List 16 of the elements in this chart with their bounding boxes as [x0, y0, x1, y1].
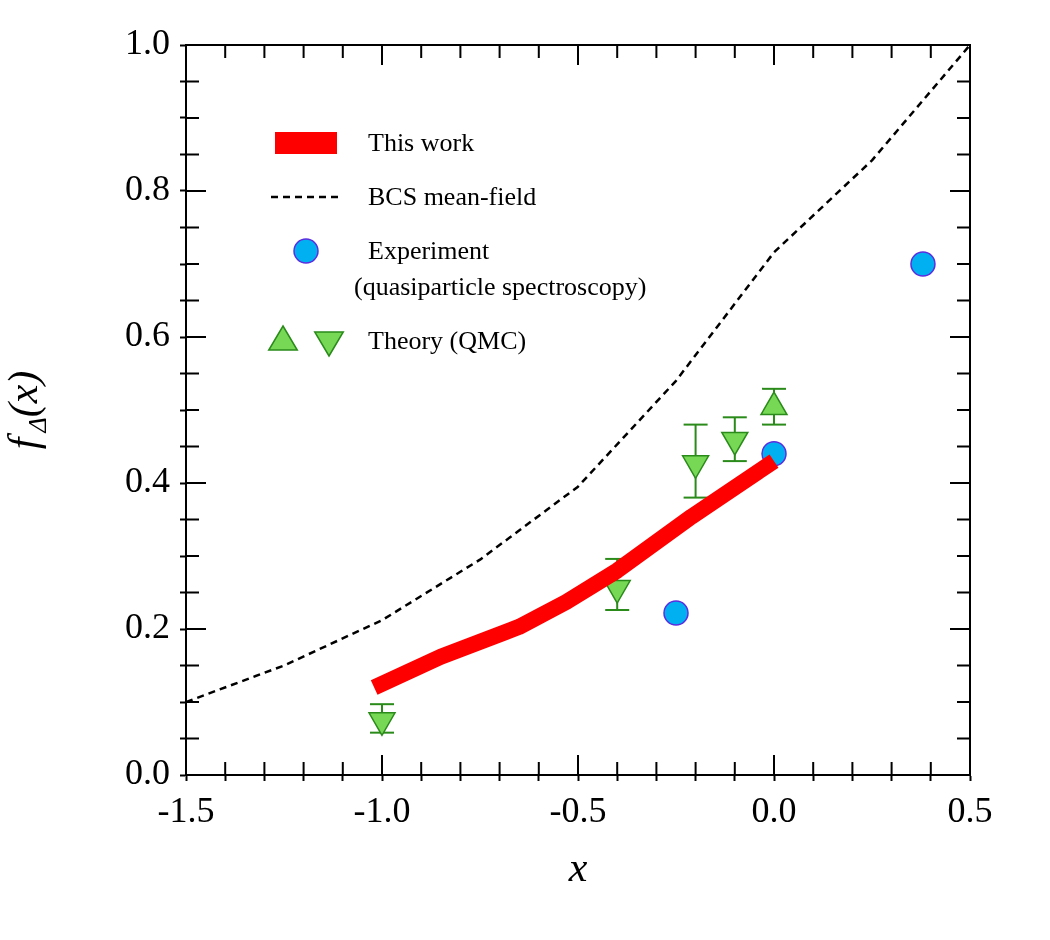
y-tick-label: 1.0	[125, 22, 170, 63]
x-tick-label: 0.0	[751, 790, 797, 831]
y-tick-label: 0.0	[125, 752, 170, 793]
x-tick-label: -0.5	[549, 790, 607, 831]
y-tick-label: 0.2	[125, 606, 170, 647]
y-tick-label: 0.4	[125, 460, 170, 501]
legend-label: This work	[368, 127, 475, 159]
legend-label: BCS mean-field	[368, 181, 537, 213]
legend-label: Experiment (quasiparticle spectroscopy)	[354, 235, 647, 303]
x-tick-label: -1.0	[353, 790, 411, 831]
x-tick-label: -1.5	[157, 790, 215, 831]
x-axis-title: x	[568, 844, 588, 890]
y-tick-label: 0.8	[125, 168, 170, 209]
y-tick-label: 0.6	[125, 314, 170, 355]
x-tick-label: 0.5	[947, 790, 993, 831]
legend-label: Theory (QMC)	[368, 325, 527, 357]
